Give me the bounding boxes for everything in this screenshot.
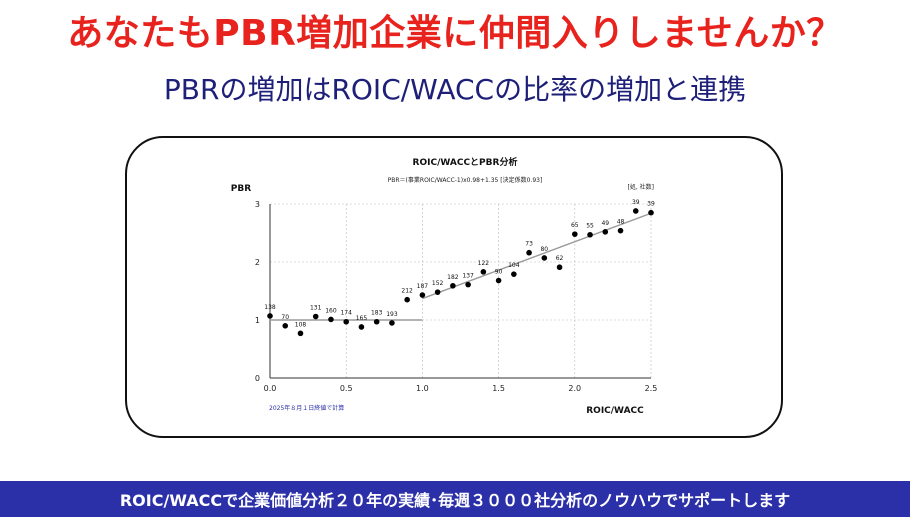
data-point-label: 108	[295, 321, 307, 328]
data-point	[648, 209, 654, 216]
y-tick-label: 3	[255, 200, 260, 209]
data-point-label: 182	[447, 274, 459, 281]
data-point	[556, 264, 563, 271]
data-point-label: 55	[586, 223, 594, 230]
x-tick-label: 2.0	[568, 384, 581, 393]
data-point	[480, 269, 487, 275]
data-point	[343, 318, 349, 325]
y-tick-label: 2	[255, 258, 260, 267]
data-point	[465, 281, 471, 288]
chart-unit-label: [処, 社数]	[628, 183, 655, 191]
data-point-label: 39	[632, 199, 640, 206]
x-tick-label: 2.5	[645, 384, 658, 393]
data-point	[282, 323, 289, 329]
data-point-label: 193	[386, 311, 398, 318]
y-axis-title: PBR	[231, 184, 251, 194]
data-point-label: 80	[540, 246, 548, 253]
data-point	[297, 330, 304, 337]
y-tick-label: 0	[255, 374, 260, 383]
data-point-label: 73	[525, 241, 533, 248]
data-point-label: 165	[356, 315, 368, 322]
chart-subtitle: PBR＝(事業ROIC/WACC-1)x0.98+1.35 [決定係数0.93]	[388, 176, 543, 184]
data-point-label: 49	[601, 220, 609, 227]
data-point	[511, 271, 517, 277]
data-point	[572, 231, 578, 237]
page-headline: あなたもPBR増加企業に仲間入りしませんか？	[67, 13, 843, 54]
x-axis-title: ROIC/WACC	[586, 406, 644, 416]
x-tick-label: 0.0	[264, 384, 277, 393]
data-point	[373, 318, 380, 325]
data-point-label: 90	[495, 269, 503, 276]
data-point-label: 65	[571, 222, 579, 229]
x-tick-label: 0.5	[340, 384, 353, 393]
y-tick-label: 1	[255, 316, 260, 325]
data-point	[617, 227, 624, 234]
page-subhead: PBRの増加はROIC/WACCの比率の増加と連携	[163, 73, 747, 106]
scatter-chart: 0 1 2 3 0.0 0.5 1.0 1.5 2.0 2.5 138 70 108 131 160 174…	[231, 156, 658, 416]
data-point-label: 137	[462, 273, 474, 280]
data-point-label: 48	[617, 219, 625, 226]
data-point-label: 62	[556, 255, 564, 262]
grid-layer	[270, 203, 652, 378]
data-point	[358, 324, 365, 330]
data-point	[404, 296, 410, 303]
data-point-label: 122	[478, 260, 490, 267]
axis-layer	[269, 204, 651, 379]
chart-title: ROIC/WACCとPBR分析	[413, 156, 518, 168]
trend-line	[422, 212, 652, 300]
data-point	[587, 231, 593, 238]
data-point	[450, 282, 456, 289]
data-point-label: 160	[325, 307, 337, 314]
x-tick-label: 1.5	[492, 384, 505, 393]
data-point-label: 104	[508, 262, 520, 269]
data-point-label: 212	[401, 288, 413, 295]
data-point-label: 187	[417, 283, 429, 290]
data-point	[389, 320, 395, 326]
footer-banner: ROIC/WACCで企業価値分析２０年の実績･毎週３０００社分析のノウハウでサポ…	[0, 481, 910, 517]
data-point	[541, 255, 548, 261]
data-point	[328, 316, 334, 323]
data-point-label: 183	[371, 310, 383, 317]
data-point-label: 70	[281, 314, 289, 321]
data-point	[602, 229, 609, 235]
data-point	[632, 208, 639, 214]
data-point-label: 138	[264, 304, 276, 311]
tick-label-layer: 0 1 2 3 0.0 0.5 1.0 1.5 2.0 2.5	[255, 200, 657, 393]
data-point-label: 39	[647, 201, 655, 208]
data-point	[267, 313, 273, 319]
data-point	[312, 313, 319, 320]
data-point	[526, 249, 532, 256]
data-point	[419, 292, 426, 298]
data-point	[434, 289, 441, 295]
footer-text: ROIC/WACCで企業価値分析２０年の実績･毎週３０００社分析のノウハウでサポ…	[119, 491, 791, 510]
calc-date-note: 2025年８月１日終値で計算	[269, 404, 344, 412]
point-layer	[267, 208, 654, 337]
x-tick-label: 1.0	[416, 384, 429, 393]
data-point-label: 131	[310, 305, 322, 312]
chart-card: 0 1 2 3 0.0 0.5 1.0 1.5 2.0 2.5 138 70 108 131 160 174…	[125, 136, 783, 438]
data-point-label: 174	[340, 310, 352, 317]
data-point-label: 152	[432, 280, 444, 287]
data-point	[495, 277, 502, 284]
